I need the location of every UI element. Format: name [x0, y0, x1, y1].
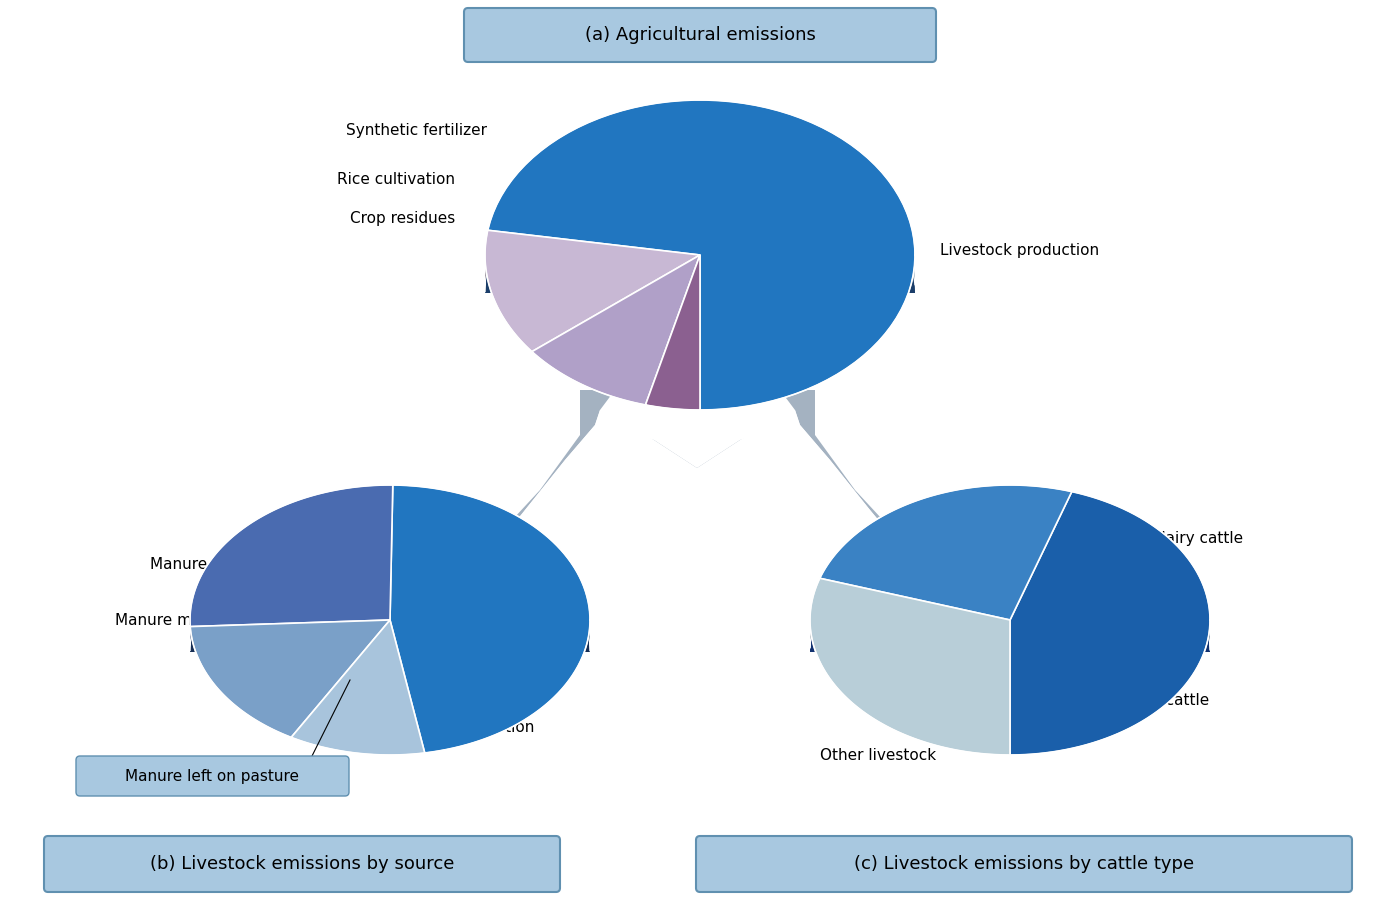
FancyBboxPatch shape [45, 836, 559, 892]
Polygon shape [393, 485, 590, 651]
Polygon shape [1071, 492, 1209, 650]
Text: (a) Agricultural emissions: (a) Agricultural emissions [585, 26, 816, 44]
Polygon shape [488, 100, 915, 286]
Text: Non-dairy cattle: Non-dairy cattle [1120, 530, 1243, 546]
Text: Livestock production: Livestock production [940, 243, 1099, 257]
Polygon shape [292, 620, 424, 755]
Polygon shape [488, 100, 915, 410]
Polygon shape [391, 485, 590, 753]
Polygon shape [485, 138, 915, 293]
Text: Dairy cattle: Dairy cattle [1120, 692, 1209, 707]
Text: Manure left on pasture: Manure left on pasture [126, 769, 299, 783]
Text: Other livestock: Other livestock [820, 748, 936, 763]
FancyBboxPatch shape [75, 756, 349, 796]
Polygon shape [476, 390, 919, 570]
Polygon shape [820, 485, 1071, 620]
Polygon shape [190, 517, 590, 652]
Text: (c) Livestock emissions by cattle type: (c) Livestock emissions by cattle type [854, 855, 1194, 873]
Polygon shape [190, 485, 393, 627]
Polygon shape [1010, 492, 1209, 755]
Text: Enteric fermentation: Enteric fermentation [375, 720, 534, 735]
Text: Rice cultivation: Rice cultivation [338, 172, 455, 188]
Polygon shape [810, 517, 1209, 652]
Polygon shape [646, 255, 700, 410]
Polygon shape [294, 390, 1101, 715]
Text: Crop residues: Crop residues [350, 211, 455, 225]
Polygon shape [190, 620, 391, 737]
Polygon shape [810, 578, 1010, 755]
Polygon shape [810, 578, 820, 649]
FancyBboxPatch shape [696, 836, 1352, 892]
Polygon shape [190, 485, 393, 651]
Text: Manure applied to soils: Manure applied to soils [151, 558, 328, 572]
Polygon shape [820, 485, 1071, 610]
Polygon shape [531, 255, 700, 405]
Text: (b) Livestock emissions by source: (b) Livestock emissions by source [149, 855, 455, 873]
Text: Synthetic fertilizer: Synthetic fertilizer [346, 123, 487, 137]
Polygon shape [485, 230, 488, 292]
FancyBboxPatch shape [465, 8, 936, 62]
Polygon shape [485, 230, 700, 352]
Text: Manure management: Manure management [114, 613, 279, 627]
